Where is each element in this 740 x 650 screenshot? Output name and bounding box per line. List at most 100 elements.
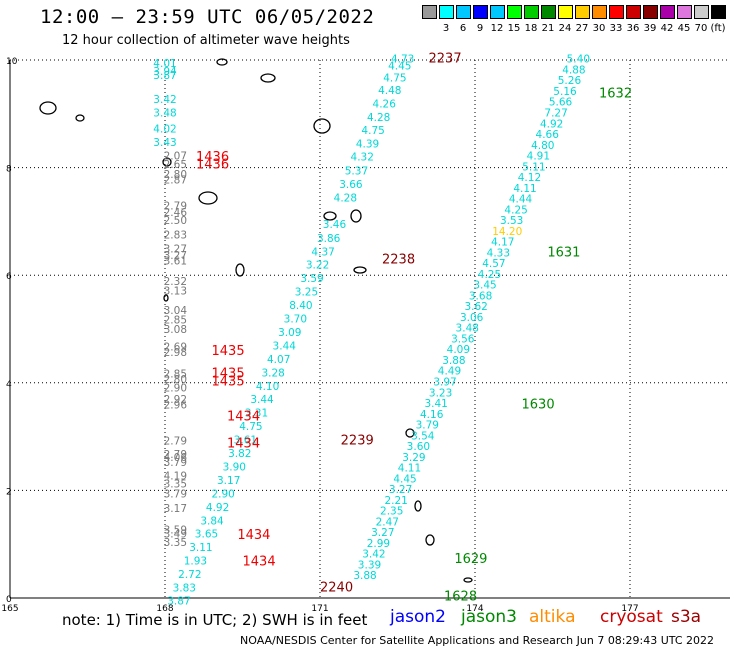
y-tick-label: 10 <box>6 57 18 67</box>
legend-swatch <box>558 5 573 19</box>
swh-value-label: 3.87 <box>167 595 190 607</box>
swh-value-label: 3.43 <box>153 137 176 149</box>
swh-value-label: 2.79 <box>164 201 187 213</box>
island-outline <box>235 263 245 277</box>
swh-value-label: 4.91 <box>527 151 550 163</box>
island-outline <box>162 157 172 167</box>
swh-value-label: 3.44 <box>250 394 274 406</box>
island-outline <box>323 211 337 221</box>
sat-altika-label: altika <box>529 607 576 627</box>
swh-value-label: 3.60 <box>407 441 430 453</box>
swh-value-label: 3.66 <box>339 179 363 191</box>
swh-value-label: 4.75 <box>239 421 262 433</box>
swh-value-label: 4.80 <box>531 140 554 152</box>
swh-value-label: 4.92 <box>540 118 563 130</box>
swh-value-label: 3.94 <box>153 66 177 78</box>
x-tick-label: 165 <box>1 604 18 614</box>
legend-swatch <box>422 5 437 19</box>
swh-value-label: 4.28 <box>334 192 357 204</box>
legend-swatch <box>524 5 539 19</box>
swh-value-label: 3.62 <box>464 301 487 313</box>
swh-value-label: 3.84 <box>200 515 224 527</box>
time-label: 1434 <box>227 409 260 424</box>
x-tick-label: 174 <box>466 604 483 614</box>
swh-value-label: 4.11 <box>513 183 536 195</box>
swh-value-label: 3.45 <box>473 280 496 292</box>
swh-value-label: 3.27 <box>371 527 394 539</box>
time-label: 1631 <box>547 245 580 260</box>
swh-value-label: 2.69 <box>164 342 187 354</box>
swh-value-label: 3.22 <box>306 260 329 272</box>
legend-label: 18 <box>524 23 538 34</box>
legend-swatch <box>507 5 522 19</box>
swh-value-label: 3.48 <box>153 107 176 119</box>
swh-value-label: 4.25 <box>504 204 527 216</box>
swh-value-label: 2.90 <box>211 488 234 500</box>
swh-value-label: 7.27 <box>544 107 567 119</box>
time-label: 2239 <box>341 434 374 449</box>
island-outline <box>198 191 218 205</box>
swh-value-label: 2.50 <box>164 215 187 227</box>
chart-subtitle: 12 hour collection of altimeter wave hei… <box>62 33 350 48</box>
legend-label: 9 <box>476 23 484 34</box>
swh-value-label: 4.66 <box>536 129 560 141</box>
swh-value-label: 3.54 <box>411 430 435 442</box>
time-label: 1434 <box>243 555 276 570</box>
swh-value-label: 4.19 <box>164 471 187 483</box>
swh-value-label: 3.87 <box>153 70 176 82</box>
swh-value-label: 3.44 <box>273 340 297 352</box>
swh-value-label: 2.96 <box>164 400 188 412</box>
legend-swatch <box>711 5 726 19</box>
swh-value-label: 3.31 <box>245 408 268 420</box>
swh-value-label: 2.47 <box>376 516 399 528</box>
time-label: 1435 <box>212 344 245 359</box>
swh-value-label: 3.88 <box>353 570 376 582</box>
island-outline <box>350 209 362 223</box>
y-tick-label: 8 <box>6 165 12 175</box>
legend-label: 12 <box>490 23 504 34</box>
sat-jason3-label: jason3 <box>461 607 517 627</box>
legend-swatch <box>575 5 590 19</box>
swh-value-label: 3.23 <box>429 387 452 399</box>
swh-value-label: 2.83 <box>164 230 187 242</box>
sat-cryosat-label: cryosat <box>600 607 663 627</box>
swh-value-label: 5.37 <box>345 166 368 178</box>
island-outline <box>163 294 169 302</box>
swh-value-label: 3.88 <box>442 355 465 367</box>
swh-value-label: 3.06 <box>460 312 484 324</box>
swh-value-label: 3.08 <box>164 324 187 336</box>
island-outline <box>216 58 228 66</box>
island-outline <box>75 114 85 122</box>
swh-value-label: 4.12 <box>518 172 541 184</box>
island-outline <box>463 577 473 583</box>
swh-value-label: 4.10 <box>256 381 279 393</box>
swh-value-label: 5.16 <box>553 86 577 98</box>
swh-value-label: 4.25 <box>478 269 501 281</box>
swh-value-label: 2.07 <box>164 151 187 163</box>
swh-value-label: 3.61 <box>234 435 257 447</box>
time-label: 1436 <box>196 150 229 165</box>
swh-value-label: 3.27 <box>164 250 187 262</box>
swh-value-label: 3.41 <box>424 398 447 410</box>
swh-value-label: 5.40 <box>567 54 590 66</box>
swh-value-label: 4.28 <box>367 112 390 124</box>
legend-label: 24 <box>558 23 572 34</box>
swh-value-label: 3.48 <box>456 323 479 335</box>
swh-value-label: 4.88 <box>562 64 585 76</box>
swh-value-label: 3.17 <box>217 475 240 487</box>
swh-value-label: 2.92 <box>164 394 187 406</box>
swh-value-label: 2.79 <box>164 436 187 448</box>
swh-value-label: 4.45 <box>393 473 416 485</box>
legend-swatch <box>643 5 658 19</box>
time-label: 1628 <box>444 590 477 605</box>
swh-value-label: 4.16 <box>420 409 444 421</box>
time-label: 1630 <box>522 398 555 413</box>
island-outline <box>414 500 422 512</box>
swh-value-label: 3.13 <box>164 286 187 298</box>
y-tick-label: 6 <box>6 272 12 282</box>
x-tick-label: 177 <box>621 604 638 614</box>
swh-value-label: 3.42 <box>153 94 176 106</box>
island-outline <box>260 73 276 83</box>
swh-value-label: 3.25 <box>295 287 318 299</box>
